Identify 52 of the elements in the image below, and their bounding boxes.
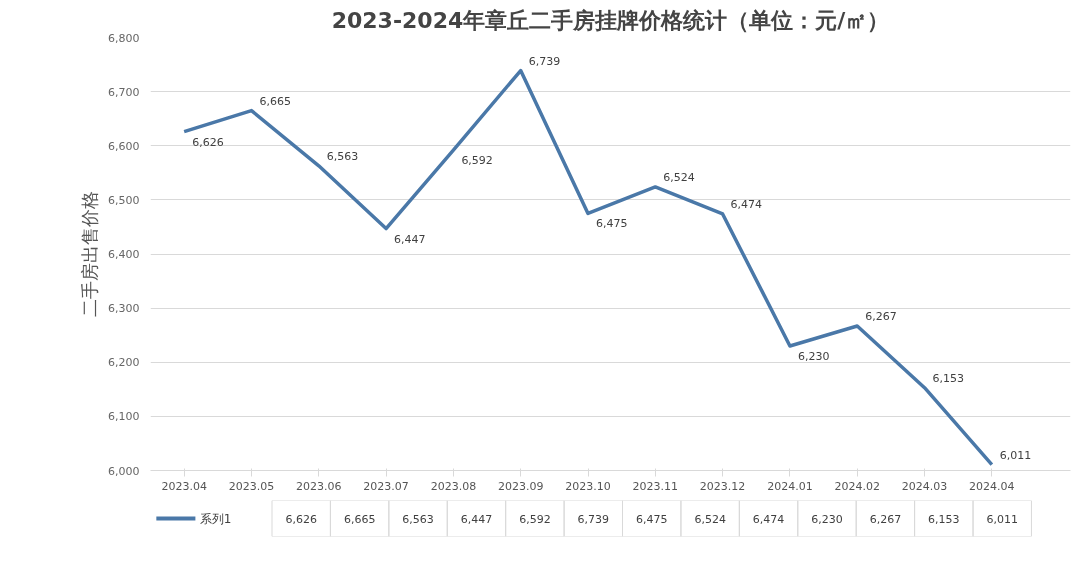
text: 6,665	[343, 512, 376, 526]
x-tick-label: 2023.09	[497, 479, 544, 493]
text: 6,153	[928, 512, 960, 526]
data-label: 6,563	[326, 149, 359, 163]
text: 6,267	[869, 512, 902, 526]
x-tick-label: 2023.11	[632, 479, 679, 493]
x-tick-label: 2023.07	[363, 479, 409, 493]
x-tick-label: 2024.04	[969, 479, 1015, 493]
data-label: 6,739	[528, 54, 561, 68]
data-label: 6,626	[192, 135, 224, 149]
text: 6,626	[285, 512, 317, 526]
text: 6,524	[694, 512, 726, 526]
text: 6,230	[811, 512, 843, 526]
x-tick-label: 2023.05	[228, 479, 275, 493]
data-label: 6,474	[730, 197, 763, 211]
data-label: 6,267	[865, 309, 897, 323]
x-tick-label: 2024.02	[834, 479, 880, 493]
text: 6,011	[986, 512, 1018, 526]
x-tick-label: 2023.10	[565, 479, 611, 493]
y-tick-label: 6,600	[108, 139, 140, 153]
legend-label: 系列1	[199, 511, 232, 526]
y-tick-label: 6,200	[108, 356, 140, 370]
x-tick-label: 2024.03	[901, 479, 948, 493]
y-axis-title: 二手房出售价格	[79, 191, 101, 317]
text: 6,592	[519, 512, 551, 526]
line-series	[182, 68, 994, 467]
data-label: 6,230	[797, 350, 830, 364]
data-label: 6,153	[932, 371, 965, 385]
y-tick-label: 6,300	[108, 302, 140, 316]
y-tick-label: 6,500	[108, 193, 140, 207]
data-label: 6,524	[663, 170, 695, 184]
data-label: 6,592	[461, 154, 493, 168]
x-tick-label: 2024.01	[767, 479, 813, 493]
text: 6,475	[635, 512, 668, 526]
data-label: 6,447	[394, 232, 426, 246]
y-tick-label: 6,400	[108, 248, 140, 261]
data-label: 6,665	[259, 94, 291, 108]
text: 6,447	[460, 512, 493, 526]
data-label: 6,475	[596, 217, 628, 231]
y-tick-label: 6,100	[108, 410, 140, 424]
text: 6,563	[402, 512, 434, 526]
y-tick-label: 6,800	[108, 31, 140, 45]
chart-title: 2023-2024年章丘二手房挂牌价格统计（单位：元/㎡）	[331, 7, 890, 33]
x-tick-label: 2023.12	[699, 479, 746, 493]
y-tick-label: 6,700	[108, 85, 140, 99]
y-tick-label: 6,000	[108, 464, 140, 478]
x-tick-label: 2023.08	[430, 479, 477, 493]
data-label: 6,011	[999, 448, 1032, 462]
text: 6,739	[577, 512, 610, 526]
x-tick-label: 2023.06	[296, 479, 342, 493]
text: 6,474	[752, 512, 785, 526]
x-tick-label: 2023.04	[161, 479, 207, 493]
